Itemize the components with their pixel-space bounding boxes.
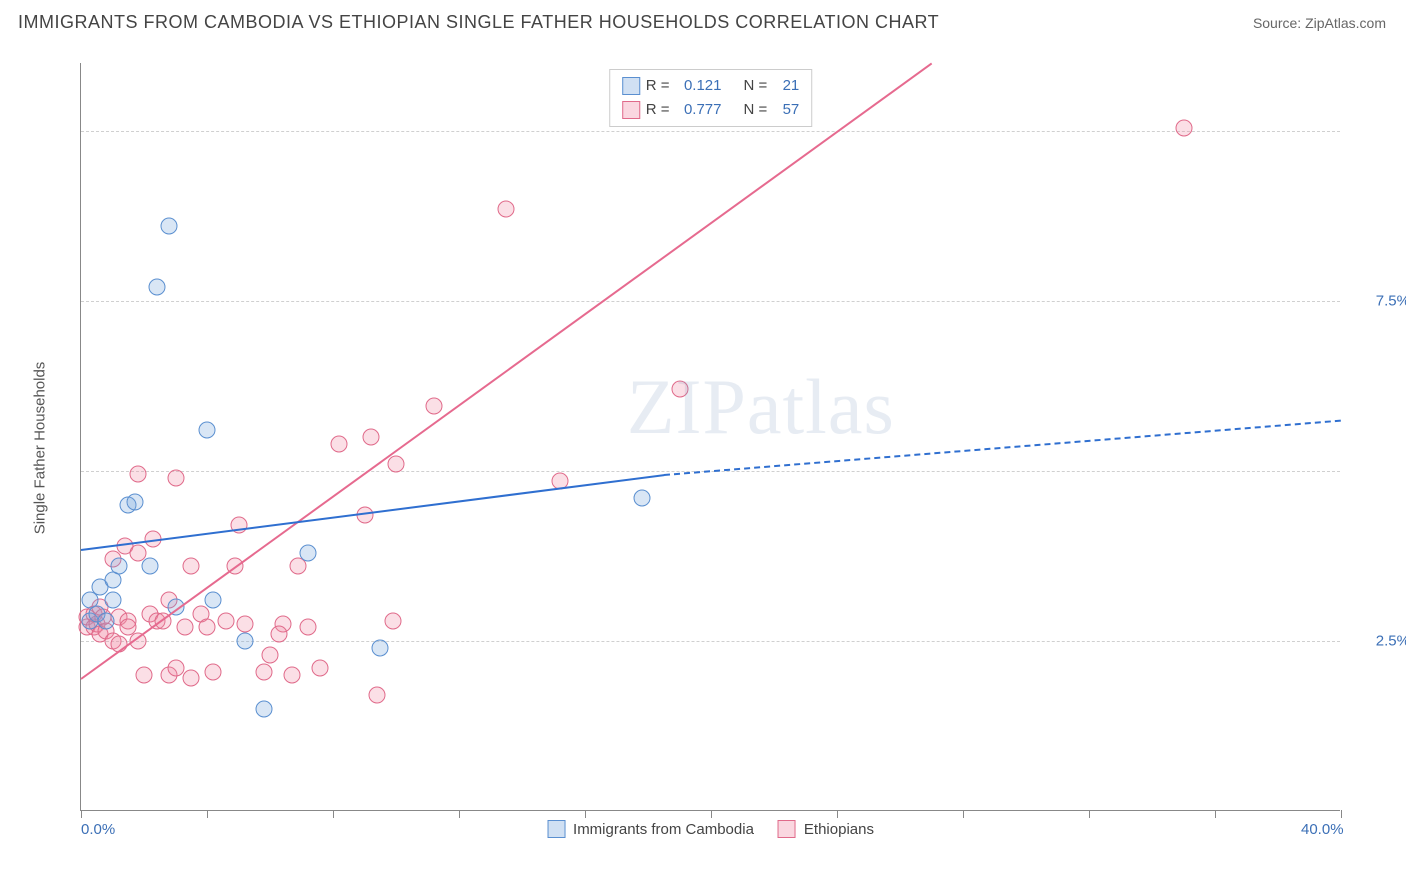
marker-pink xyxy=(129,466,146,483)
marker-pink xyxy=(362,429,379,446)
marker-blue xyxy=(142,558,159,575)
marker-blue xyxy=(148,279,165,296)
r-value: 0.777 xyxy=(676,98,722,122)
y-axis-label: Single Father Households xyxy=(32,361,49,534)
legend-row-pink: R = 0.777 N = 57 xyxy=(622,98,800,122)
legend-label: Immigrants from Cambodia xyxy=(573,821,754,838)
marker-pink xyxy=(120,619,137,636)
marker-pink xyxy=(384,612,401,629)
marker-pink xyxy=(217,612,234,629)
marker-pink xyxy=(271,626,288,643)
tick-v xyxy=(711,810,712,818)
marker-pink xyxy=(167,660,184,677)
marker-pink xyxy=(425,398,442,415)
marker-blue xyxy=(98,612,115,629)
marker-pink xyxy=(299,619,316,636)
r-value: 0.121 xyxy=(676,74,722,98)
marker-pink xyxy=(176,619,193,636)
marker-blue xyxy=(110,558,127,575)
legend-item: Ethiopians xyxy=(778,820,874,838)
tick-v xyxy=(1341,810,1342,818)
marker-pink xyxy=(205,663,222,680)
tick-v xyxy=(207,810,208,818)
marker-blue xyxy=(299,544,316,561)
legend-correlation: R = 0.121 N = 21 R = 0.777 N = 57 xyxy=(609,69,813,127)
n-label: N = xyxy=(744,74,768,98)
tick-v xyxy=(459,810,460,818)
marker-pink xyxy=(255,663,272,680)
marker-pink xyxy=(498,201,515,218)
marker-blue xyxy=(255,701,272,718)
gridline-h xyxy=(81,641,1340,642)
marker-blue xyxy=(104,592,121,609)
tick-v xyxy=(333,810,334,818)
r-label: R = xyxy=(646,98,670,122)
marker-pink xyxy=(331,435,348,452)
marker-pink xyxy=(671,381,688,398)
trend-line xyxy=(81,474,664,551)
swatch-pink-icon xyxy=(778,820,796,838)
source-label: Source: ZipAtlas.com xyxy=(1253,15,1386,31)
x-tick-label: 40.0% xyxy=(1301,821,1344,838)
swatch-blue-icon xyxy=(622,77,640,95)
tick-v xyxy=(1089,810,1090,818)
trend-line xyxy=(664,420,1341,476)
r-label: R = xyxy=(646,74,670,98)
swatch-blue-icon xyxy=(547,820,565,838)
page-title: IMMIGRANTS FROM CAMBODIA VS ETHIOPIAN SI… xyxy=(18,12,939,33)
n-value: 57 xyxy=(773,98,799,122)
trend-line xyxy=(80,63,932,680)
y-tick-label: 7.5% xyxy=(1350,293,1406,310)
n-label: N = xyxy=(744,98,768,122)
marker-pink xyxy=(183,670,200,687)
tick-v xyxy=(585,810,586,818)
marker-pink xyxy=(369,687,386,704)
watermark: ZIPatlas xyxy=(627,362,895,452)
marker-blue xyxy=(633,490,650,507)
marker-pink xyxy=(312,660,329,677)
marker-pink xyxy=(262,646,279,663)
plot-area: ZIPatlas R = 0.121 N = 21 R = 0.777 N = … xyxy=(80,63,1340,811)
tick-v xyxy=(1215,810,1216,818)
tick-v xyxy=(963,810,964,818)
n-value: 21 xyxy=(773,74,799,98)
marker-pink xyxy=(199,619,216,636)
swatch-pink-icon xyxy=(622,101,640,119)
marker-pink xyxy=(1175,119,1192,136)
marker-blue xyxy=(205,592,222,609)
legend-item: Immigrants from Cambodia xyxy=(547,820,754,838)
tick-v xyxy=(81,810,82,818)
marker-pink xyxy=(284,667,301,684)
marker-pink xyxy=(167,469,184,486)
marker-blue xyxy=(199,422,216,439)
marker-blue xyxy=(372,639,389,656)
marker-pink xyxy=(236,616,253,633)
tick-v xyxy=(837,810,838,818)
marker-blue xyxy=(236,633,253,650)
legend-series: Immigrants from Cambodia Ethiopians xyxy=(547,820,874,838)
legend-label: Ethiopians xyxy=(804,821,874,838)
chart-container: Single Father Households ZIPatlas R = 0.… xyxy=(50,55,1350,840)
gridline-h xyxy=(81,301,1340,302)
y-tick-label: 2.5% xyxy=(1350,633,1406,650)
marker-pink xyxy=(183,558,200,575)
marker-blue xyxy=(161,218,178,235)
gridline-h xyxy=(81,131,1340,132)
x-tick-label: 0.0% xyxy=(81,821,115,838)
marker-pink xyxy=(388,456,405,473)
legend-row-blue: R = 0.121 N = 21 xyxy=(622,74,800,98)
marker-pink xyxy=(129,544,146,561)
marker-pink xyxy=(136,667,153,684)
marker-blue xyxy=(126,493,143,510)
